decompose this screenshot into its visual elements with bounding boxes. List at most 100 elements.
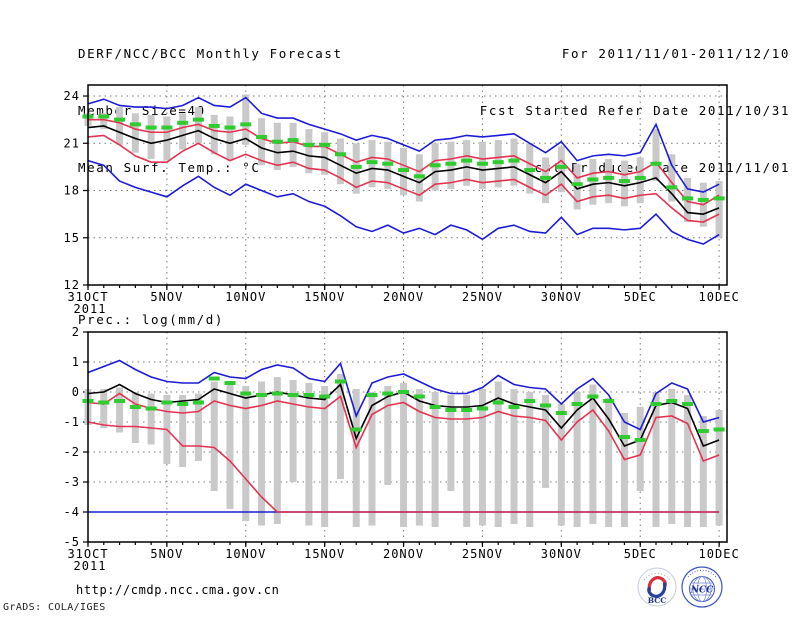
climatology-dashes [145, 406, 157, 411]
climatology-dashes [634, 175, 646, 180]
ensemble-spread [510, 389, 518, 524]
bcc-swirl-blue [647, 582, 667, 598]
ensemble-spread [210, 114, 218, 155]
climatology-dashes [492, 400, 504, 405]
climatology-dashes [366, 160, 378, 165]
ensemble-spread [131, 113, 139, 153]
x-tick-label: 5DEC [624, 547, 657, 561]
y-tick-label: 2 [72, 325, 80, 339]
ensemble-spread [478, 389, 486, 526]
climatology-dashes [429, 163, 441, 168]
ensemble-spread [668, 389, 676, 524]
bcc-logo-label: BCC [648, 596, 666, 605]
ensemble-spread [147, 114, 155, 160]
ensemble-min [87, 159, 720, 245]
climatology-dashes [540, 403, 552, 408]
climatology-dashes [650, 402, 662, 406]
climatology-dashes [177, 402, 189, 406]
climatology-dashes [224, 125, 236, 130]
ensemble-spread [636, 157, 644, 204]
y-tick-label: -5 [64, 535, 80, 549]
y-tick-label: 0 [72, 385, 80, 399]
ensemble-spread [589, 384, 597, 524]
climatology-dashes [571, 182, 583, 187]
climatology-dashes [303, 393, 315, 397]
climatology-dashes [161, 400, 173, 405]
ensemble-spread [352, 389, 360, 527]
header-left: DERF/NCC/BCC Monthly Forecast Member Siz… [78, 6, 343, 196]
ensemble-spread [526, 392, 534, 527]
ensemble-spread [336, 374, 344, 479]
ensemble-spread [605, 398, 613, 527]
y-tick-label: -2 [64, 445, 80, 459]
ensemble-spread [242, 94, 250, 145]
ensemble-spread [447, 395, 455, 491]
x-tick-label: 20NOV [383, 290, 424, 304]
footer-logos: BCC NCC [637, 566, 723, 608]
ensemble-spread [226, 116, 234, 161]
climatology-dashes [713, 427, 725, 432]
climatology-dashes [334, 152, 346, 157]
ensemble-spread [194, 393, 202, 461]
climatology-dashes [587, 177, 599, 182]
ensemble-spread [116, 107, 124, 145]
climatology-dashes [603, 175, 615, 180]
x-tick-label: 15NOV [304, 547, 345, 561]
ensemble-spread [100, 113, 108, 130]
y-tick-label: -4 [64, 505, 80, 519]
climatology-dashes [161, 125, 173, 130]
climatology-dashes [666, 185, 678, 190]
ensemble-spread [305, 383, 313, 526]
ensemble-spread [652, 129, 660, 182]
climatology-dashes [177, 120, 189, 125]
x-tick-label: 25NOV [462, 290, 503, 304]
x-tick-label: 5DEC [624, 290, 657, 304]
ensemble-spread [210, 381, 218, 491]
x-tick-label: 10DEC [699, 290, 740, 304]
climatology-dashes [98, 114, 110, 119]
climatology-dashes [461, 408, 473, 412]
climatology-dashes [445, 161, 457, 166]
ensemble-spread [147, 393, 155, 445]
x-year-label: 2011 [74, 302, 107, 316]
climatology-dashes [287, 393, 299, 397]
forecast-title: DERF/NCC/BCC Monthly Forecast [78, 46, 343, 61]
climatology-dashes [476, 406, 488, 411]
ensemble-spread [415, 389, 423, 526]
x-tick-label: 30NOV [541, 290, 582, 304]
climatology-dashes [398, 168, 410, 173]
ensemble-spread [289, 122, 297, 167]
bcc-logo-ring [637, 567, 677, 607]
x-tick-label: 10NOV [225, 290, 266, 304]
ensemble-spread [384, 386, 392, 485]
climatology-dashes [618, 179, 630, 184]
y-tick-label: 24 [64, 89, 80, 103]
climatology-dashes [129, 122, 141, 127]
climatology-dashes [650, 161, 662, 166]
ensemble-spread [463, 140, 471, 186]
bcc-logo: BCC [637, 567, 677, 607]
climatology-dashes [508, 158, 520, 163]
ensemble-spread [684, 395, 692, 527]
ensemble-spread [336, 138, 344, 185]
plot-frame [87, 84, 728, 286]
ensemble-spread [431, 392, 439, 527]
climatology-dashes [618, 435, 630, 439]
x-tick-label: 31OCT [67, 290, 108, 304]
ensemble-spread [226, 383, 234, 509]
ensemble-spread [620, 160, 628, 207]
ensemble-spread [573, 392, 581, 527]
ncc-logo: NCC [681, 566, 723, 608]
climatology-dashes [129, 405, 141, 409]
climatology-dashes [697, 197, 709, 202]
y-tick-label: -3 [64, 475, 80, 489]
ensemble-spread [542, 157, 550, 204]
climatology-dashes [713, 196, 725, 201]
climatology-dashes [114, 117, 126, 122]
lower-percentile [87, 421, 720, 513]
climatology-dashes [240, 391, 252, 396]
ensemble-spread [589, 159, 597, 205]
ensemble-spread [163, 116, 171, 161]
